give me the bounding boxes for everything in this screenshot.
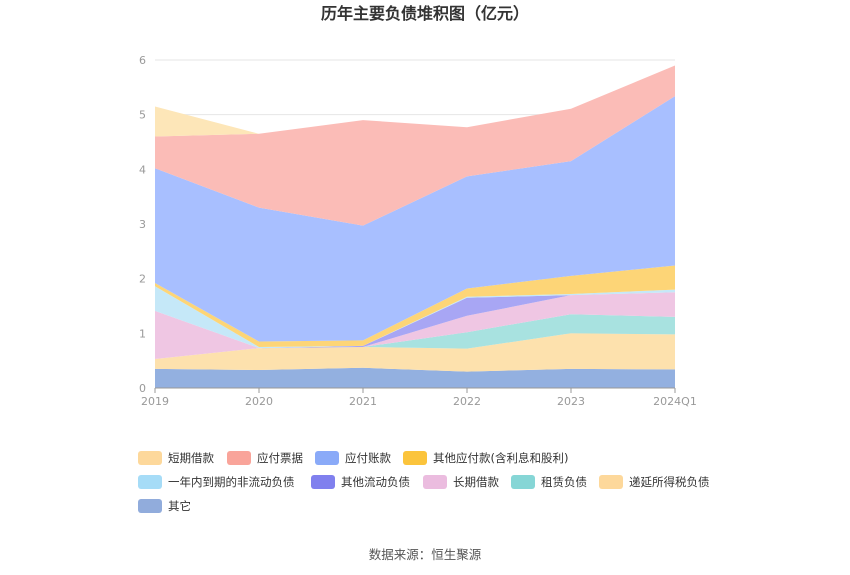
legend-item[interactable]: 长期借款	[423, 475, 499, 489]
area-series-其他应付款(含利息和股利)	[155, 265, 675, 347]
legend-label: 租赁负债	[541, 475, 587, 489]
chart-title: 历年主要负债堆积图（亿元）	[321, 4, 529, 23]
legend: 短期借款 应付票据 应付账款 其他应付款(含利息和股利) 一年内到期的非流动负债 其他流动…	[138, 451, 710, 513]
x-tick-label: 2019	[141, 395, 169, 408]
y-tick-label: 6	[139, 54, 146, 67]
legend-item[interactable]: 短期借款	[138, 451, 214, 465]
y-tick-label: 1	[139, 327, 146, 340]
legend-label: 其他应付款(含利息和股利)	[433, 451, 568, 465]
area-series-其它	[155, 367, 675, 388]
legend-item[interactable]: 其他应付款(含利息和股利)	[403, 451, 568, 465]
legend-swatch	[227, 451, 251, 465]
y-tick-label: 5	[139, 109, 146, 122]
x-tick-label: 2022	[453, 395, 481, 408]
legend-swatch	[403, 451, 427, 465]
legend-label: 短期借款	[168, 451, 214, 465]
y-tick-label: 3	[139, 218, 146, 231]
area-series-短期借款	[155, 65, 675, 137]
x-tick-label: 2020	[245, 395, 273, 408]
axes: 2019 2020 2021 2022 2023 2024Q1	[141, 387, 697, 408]
legend-item[interactable]: 租赁负债	[511, 475, 587, 489]
legend-item[interactable]: 一年内到期的非流动负债	[138, 475, 295, 489]
legend-item[interactable]: 应付票据	[227, 451, 303, 465]
legend-item[interactable]: 应付账款	[315, 451, 391, 465]
area-series-一年内到期的非流动负债	[155, 286, 675, 349]
area-series-应付票据	[155, 65, 675, 226]
legend-label: 长期借款	[453, 475, 499, 489]
y-tick-label: 2	[139, 273, 146, 286]
legend-swatch	[423, 475, 447, 489]
area-series	[155, 65, 675, 388]
legend-label: 其他流动负债	[341, 475, 410, 489]
area-series-递延所得税负债	[155, 333, 675, 372]
legend-swatch	[138, 475, 162, 489]
y-tick-label: 0	[139, 382, 146, 395]
x-tick-label: 2023	[557, 395, 585, 408]
legend-label: 一年内到期的非流动负债	[168, 475, 295, 489]
legend-label: 应付账款	[345, 451, 391, 465]
legend-swatch	[511, 475, 535, 489]
area-series-租赁负债	[155, 314, 675, 359]
legend-swatch	[311, 475, 335, 489]
x-tick-label: 2024Q1	[653, 395, 697, 408]
legend-item[interactable]: 其他流动负债	[311, 475, 410, 489]
data-source: 数据来源：恒生聚源	[369, 547, 482, 562]
area-series-长期借款	[155, 292, 675, 359]
legend-label: 其它	[168, 499, 191, 513]
legend-label: 递延所得税负债	[629, 475, 710, 489]
area-series-应付账款	[155, 96, 675, 342]
legend-swatch	[599, 475, 623, 489]
y-tick-label: 4	[139, 163, 146, 176]
legend-label: 应付票据	[257, 451, 303, 465]
x-tick-label: 2021	[349, 395, 377, 408]
legend-swatch	[315, 451, 339, 465]
legend-swatch	[138, 499, 162, 513]
legend-item[interactable]: 递延所得税负债	[599, 475, 710, 489]
legend-swatch	[138, 451, 162, 465]
legend-item[interactable]: 其它	[138, 499, 191, 513]
